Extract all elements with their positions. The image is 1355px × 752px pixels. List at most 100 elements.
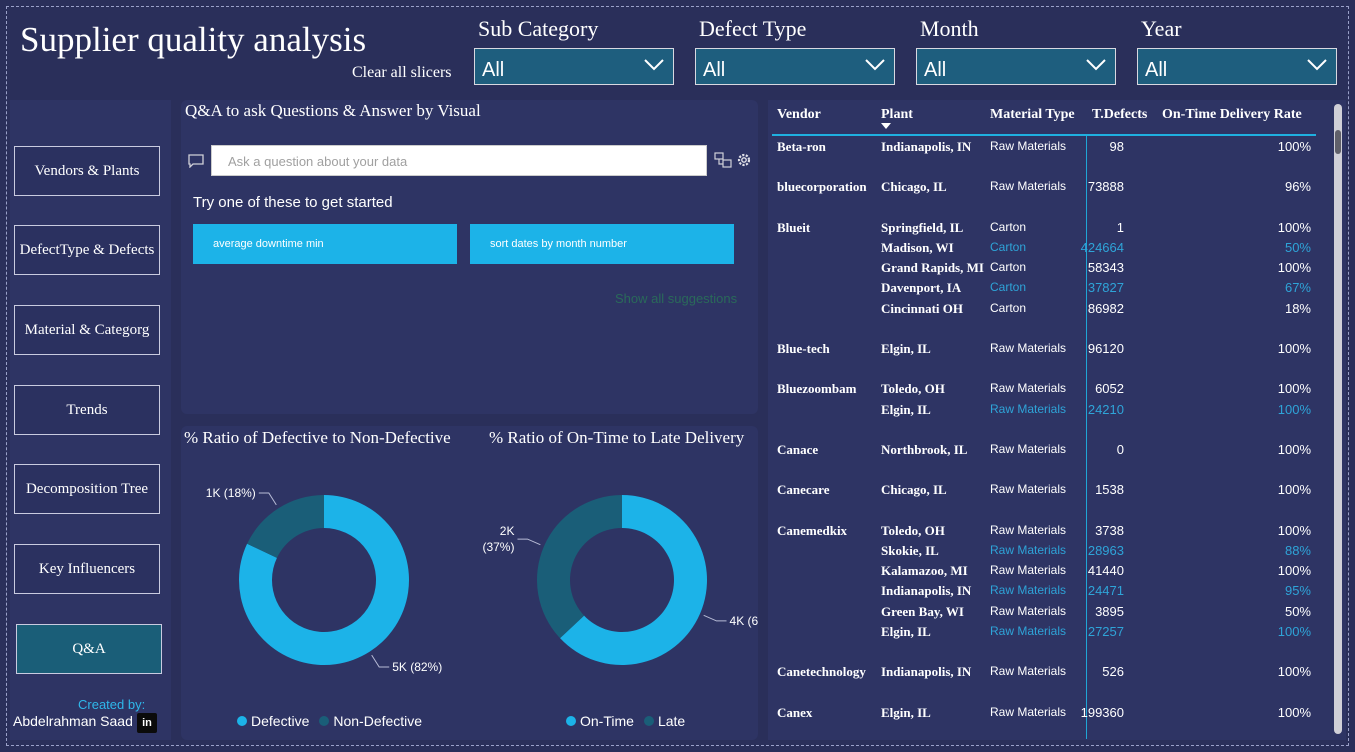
cell-plant: Kalamazoo, MI — [881, 563, 968, 579]
cell-plant: Chicago, IL — [881, 179, 947, 195]
qa-suggestion[interactable]: sort dates by month number — [470, 224, 734, 264]
cell-plant: Toledo, OH — [881, 522, 945, 538]
gear-icon[interactable] — [736, 152, 752, 168]
cell-vendor: Canecare — [777, 482, 830, 498]
defect-type-dropdown[interactable]: All — [695, 48, 895, 85]
qa-suggestion[interactable]: average downtime min — [193, 224, 457, 264]
column-divider — [1086, 136, 1087, 739]
cell-plant: Chicago, IL — [881, 482, 947, 498]
cell-defects: 96120 — [1087, 341, 1124, 356]
qa-panel: Q&A to ask Questions & Answer by Visual … — [181, 100, 758, 414]
cell-vendor: Beta-ron — [777, 139, 826, 154]
cell-plant: Skokie, IL — [881, 543, 939, 558]
cell-defects: 199360 — [1080, 704, 1124, 720]
column-header-vendor[interactable]: Vendor — [777, 107, 821, 122]
scrollbar-thumb[interactable] — [1335, 130, 1341, 154]
cell-material-type: Raw Materials — [990, 381, 1067, 396]
chart-title: % Ratio of Defective to Non-Defective — [184, 428, 451, 447]
column-header-plant[interactable]: Plant — [881, 107, 913, 122]
nav-material-category[interactable]: Material & Categorg — [14, 305, 160, 355]
nav-defecttype-defects[interactable]: DefectType & Defects — [14, 225, 160, 275]
cell-material-type: Raw Materials — [990, 583, 1067, 598]
cell-defects: 98 — [1109, 139, 1124, 154]
cell-on-time-rate: 50% — [1284, 240, 1311, 255]
slicer-month: Month All — [916, 16, 1116, 85]
cell-defects: 6052 — [1095, 381, 1124, 397]
cell-material-type: Raw Materials — [990, 401, 1067, 416]
slicer-year: Year All — [1137, 16, 1337, 85]
cell-on-time-rate: 100% — [1277, 341, 1311, 356]
data-label-leader — [703, 614, 727, 622]
dropdown-value: All — [924, 59, 947, 81]
donut-panel: % Ratio of Defective to Non-Defective % … — [181, 426, 758, 740]
cell-defects: 3738 — [1095, 522, 1124, 538]
defect-legend: Defective Non-Defective — [237, 713, 422, 729]
cell-on-time-rate: 100% — [1277, 482, 1311, 498]
cell-vendor: Canex — [777, 704, 813, 720]
slicer-label: Year — [1141, 16, 1182, 41]
cell-on-time-rate: 67% — [1284, 280, 1311, 296]
nav-vendors-plants[interactable]: Vendors & Plants — [14, 146, 160, 196]
cell-material-type: Raw Materials — [990, 482, 1067, 497]
donut-charts: 5K (82%) 1K (18%) 4K (63%) 2K (37%) — [206, 486, 758, 674]
cell-on-time-rate: 96% — [1284, 179, 1311, 195]
cell-on-time-rate: 100% — [1277, 401, 1311, 417]
cell-plant: Davenport, IA — [881, 280, 962, 296]
cell-on-time-rate: 100% — [1277, 664, 1311, 680]
legend-dot-icon — [643, 716, 654, 726]
dashboard-frame — [6, 6, 1349, 746]
sub-category-dropdown[interactable]: All — [474, 48, 674, 85]
cell-defects: 24210 — [1087, 401, 1124, 417]
data-label: 1K (18%) — [206, 486, 256, 500]
chart-title: % Ratio of On-Time to Late Delivery — [489, 428, 745, 447]
turn-into-visual-icon[interactable] — [714, 152, 732, 168]
sort-descending-icon[interactable] — [881, 123, 891, 129]
nav-decomposition-tree[interactable]: Decomposition Tree — [14, 464, 160, 514]
cell-material-type: Carton — [990, 300, 1027, 315]
column-header-defects[interactable]: T.Defects — [1092, 107, 1148, 122]
legend-label: On-Time — [580, 713, 634, 729]
cell-vendor: Blue-tech — [777, 341, 830, 356]
clear-slicers-button[interactable]: Clear all slicers — [352, 64, 452, 81]
legend-dot-icon — [237, 716, 247, 726]
cell-plant: Madison, WI — [881, 240, 954, 255]
month-dropdown[interactable]: All — [916, 48, 1116, 85]
cell-defects: 1538 — [1095, 482, 1124, 498]
slicer-label: Defect Type — [699, 16, 807, 41]
year-dropdown[interactable]: All — [1137, 48, 1337, 85]
cell-plant: Elgin, IL — [881, 704, 931, 720]
show-all-suggestions-link[interactable]: Show all suggestions — [615, 291, 738, 306]
cell-plant: Indianapolis, IN — [881, 139, 972, 154]
cell-on-time-rate: 100% — [1277, 623, 1311, 639]
data-label-leader — [371, 654, 390, 668]
nav-key-influencers[interactable]: Key Influencers — [14, 544, 160, 594]
cell-defects: 28963 — [1087, 543, 1124, 558]
linkedin-icon[interactable]: in — [137, 713, 157, 733]
cell-plant: Elgin, IL — [881, 401, 931, 417]
cell-on-time-rate: 100% — [1277, 442, 1311, 457]
cell-plant: Springfield, IL — [881, 219, 964, 235]
cell-material-type: Carton — [990, 280, 1027, 295]
cell-on-time-rate: 95% — [1284, 583, 1311, 599]
cell-defects: 1 — [1116, 219, 1124, 235]
cell-material-type: Carton — [990, 240, 1027, 254]
nav-qa[interactable]: Q&A — [16, 624, 162, 674]
column-header-on-time-rate[interactable]: On-Time Delivery Rate — [1162, 107, 1302, 122]
scrollbar[interactable] — [1334, 104, 1342, 734]
dropdown-value: All — [1145, 59, 1168, 81]
cell-vendor: Canace — [777, 442, 819, 457]
cell-vendor: Canemedkix — [777, 522, 848, 538]
cell-defects: 3895 — [1095, 603, 1124, 619]
cell-material-type: Raw Materials — [990, 623, 1067, 638]
cell-on-time-rate: 100% — [1277, 139, 1311, 154]
data-label: 5K (82%) — [392, 660, 442, 674]
dropdown-value: All — [703, 59, 726, 81]
nav-trends[interactable]: Trends — [14, 385, 160, 435]
qa-question-input[interactable]: Ask a question about your data — [211, 145, 707, 176]
cell-defects: 526 — [1102, 664, 1124, 680]
cell-material-type: Raw Materials — [990, 563, 1067, 578]
author-name: Abdelrahman Saad — [13, 713, 133, 729]
cell-vendor: Blueit — [777, 219, 811, 235]
data-label: 4K (63%) — [730, 614, 758, 628]
column-header-material-type[interactable]: Material Type — [990, 107, 1075, 122]
